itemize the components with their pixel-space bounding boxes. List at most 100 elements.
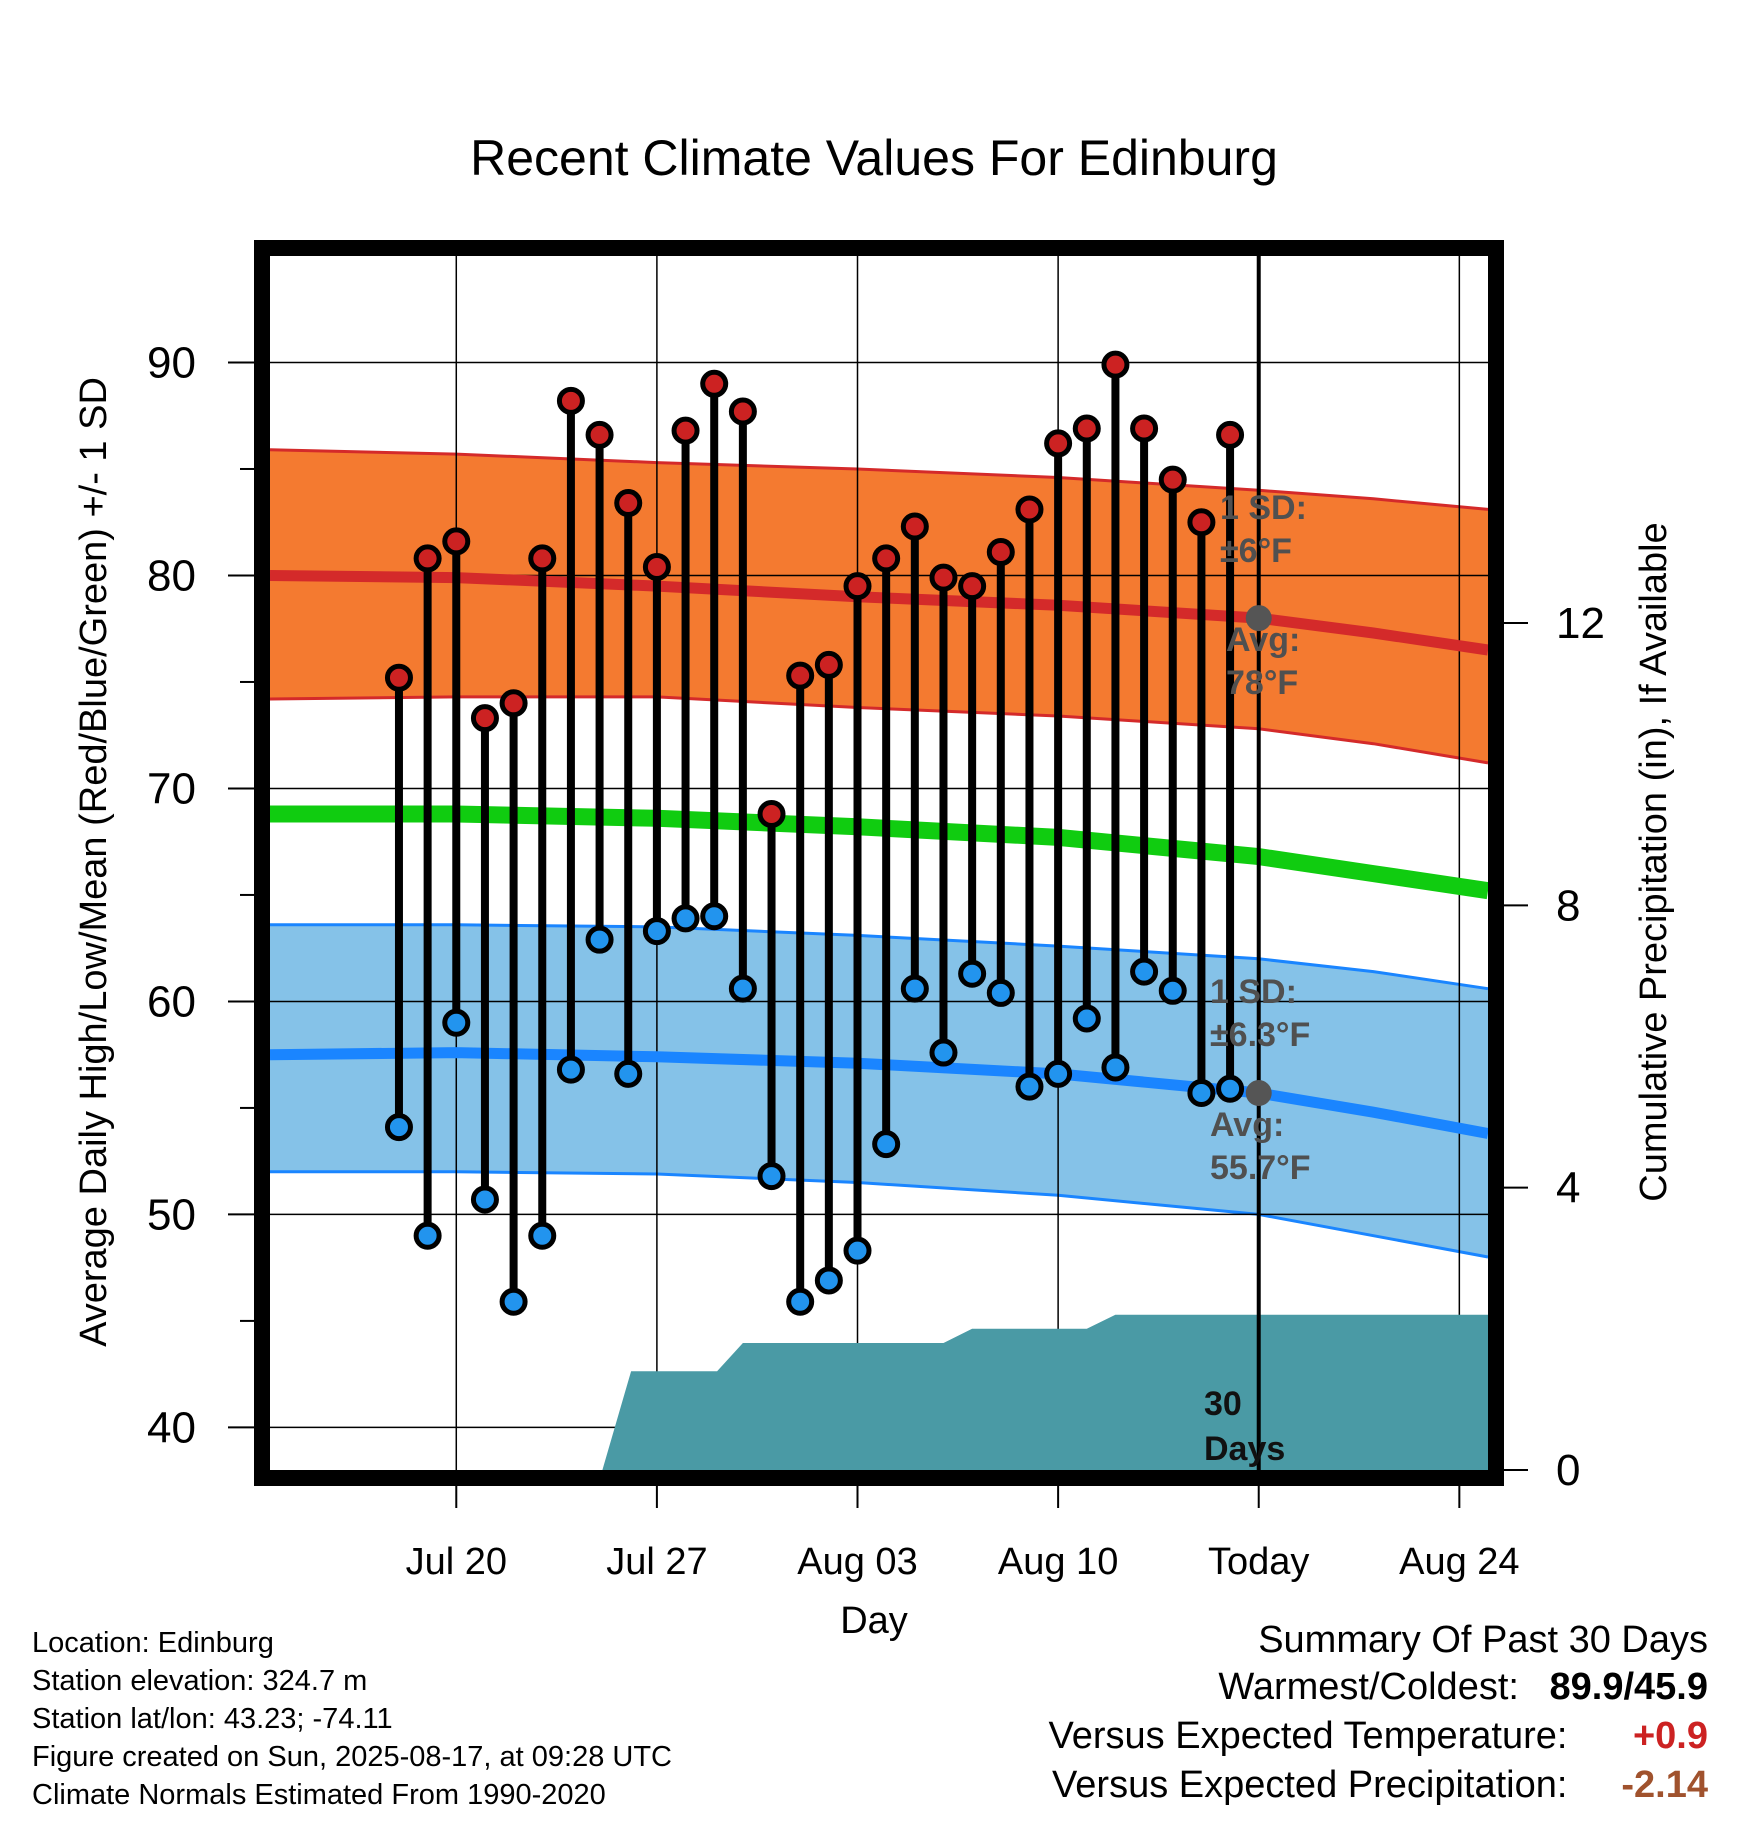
high-point-day--20 — [671, 416, 700, 445]
precip-area — [270, 1314, 1488, 1470]
station-info: Location: Edinburg Station elevation: 32… — [32, 1624, 672, 1814]
high-point-day--1 — [1216, 420, 1245, 449]
right-tick-label-0: 0 — [1556, 1446, 1580, 1495]
summary-precip-row: Versus Expected Precipitation: -2.14 — [1049, 1764, 1708, 1807]
high-point-day--8 — [1015, 495, 1044, 524]
low-point-day--22 — [614, 1059, 643, 1088]
left-axis-ticks: 40 50 60 70 80 90 — [147, 338, 254, 1452]
x-tick-label--21: Jul 27 — [606, 1541, 707, 1583]
high-avg-annotation: Avg: — [1226, 621, 1300, 659]
low-point-day--30 — [384, 1113, 413, 1142]
high-point-day--22 — [614, 489, 643, 518]
high-sd-value-annotation: ±6°F — [1220, 532, 1292, 570]
left-tick-label-70: 70 — [147, 764, 196, 813]
high-point-day--19 — [700, 369, 729, 398]
x-tick-label-0: Today — [1208, 1541, 1309, 1583]
high-point-day--18 — [728, 397, 757, 426]
x-tick-label--7: Aug 10 — [998, 1541, 1118, 1583]
low-avg-value-annotation: 55.7°F — [1210, 1149, 1311, 1187]
temp-label: Versus Expected Temperature: — [1048, 1715, 1568, 1757]
high-point-day--6 — [1072, 414, 1101, 443]
right-tick-label-12: 12 — [1556, 599, 1605, 648]
low-point-day--9 — [986, 978, 1015, 1007]
low-point-day--16 — [786, 1287, 815, 1316]
x-tick-label--28: Jul 20 — [406, 1541, 507, 1583]
x-axis-label: Day — [840, 1600, 908, 1642]
low-point-day--12 — [900, 974, 929, 1003]
latlon-text: Station lat/lon: 43.23; -74.11 — [32, 1703, 393, 1735]
low-point-day--14 — [843, 1236, 872, 1265]
high-point-day--16 — [786, 661, 815, 690]
left-tick-label-80: 80 — [147, 551, 196, 600]
x-tick-label--14: Aug 03 — [797, 1541, 917, 1583]
low-point-day--11 — [929, 1038, 958, 1067]
precip-days-label-annotation: Days — [1204, 1430, 1285, 1468]
high-point-day--9 — [986, 538, 1015, 567]
high-point-day--17 — [757, 800, 786, 829]
high-point-day--3 — [1158, 465, 1187, 494]
left-tick-label-40: 40 — [147, 1403, 196, 1452]
temp-value: +0.9 — [1632, 1715, 1708, 1757]
low-point-day--8 — [1015, 1072, 1044, 1101]
low-point-day--10 — [958, 959, 987, 988]
high-point-day--29 — [413, 544, 442, 573]
summary-title: Summary Of Past 30 Days — [1258, 1619, 1708, 1661]
left-tick-label-90: 90 — [147, 338, 196, 387]
high-sd-annotation: 1 SD: — [1220, 489, 1307, 527]
low-point-day--2 — [1187, 1079, 1216, 1108]
precip-cumulative-area — [270, 1314, 1488, 1470]
high-upper-edge — [269, 448, 1489, 511]
low-point-day--19 — [700, 902, 729, 931]
high-point-day--25 — [528, 544, 557, 573]
high-point-day--11 — [929, 563, 958, 592]
normals-text: Climate Normals Estimated From 1990-2020 — [32, 1779, 606, 1811]
high-point-day--4 — [1130, 414, 1159, 443]
low-sd-value-annotation: ±6.3°F — [1210, 1016, 1310, 1054]
low-avg-annotation: Avg: — [1210, 1106, 1284, 1144]
high-point-day--28 — [442, 527, 471, 556]
low-point-day--29 — [413, 1221, 442, 1250]
high-point-day--23 — [585, 420, 614, 449]
low-point-day--5 — [1101, 1053, 1130, 1082]
low-point-day--6 — [1072, 1004, 1101, 1033]
high-point-day--14 — [843, 572, 872, 601]
x-axis-ticks: Jul 20 Jul 27 Aug 03 Aug 10 Today Aug 24 — [406, 1486, 1520, 1583]
created-text: Figure created on Sun, 2025-08-17, at 09… — [32, 1741, 672, 1773]
plot-frame — [254, 240, 1504, 1486]
low-point-day--1 — [1216, 1074, 1245, 1103]
low-point-day--18 — [728, 974, 757, 1003]
precip-days-annotation: 30 — [1204, 1385, 1242, 1423]
low-point-day--27 — [470, 1185, 499, 1214]
low-point-day--3 — [1158, 976, 1187, 1005]
low-point-day--13 — [872, 1130, 901, 1159]
low-lower-edge — [270, 1170, 1489, 1259]
left-tick-label-60: 60 — [147, 977, 196, 1026]
low-point-day--20 — [671, 904, 700, 933]
high-avg-value-annotation: 78°F — [1226, 664, 1298, 702]
low-point-day--21 — [642, 917, 671, 946]
low-point-day--7 — [1044, 1059, 1073, 1088]
summary-panel: Summary Of Past 30 Days Warmest/Coldest:… — [1049, 1619, 1708, 1807]
plot-layers — [269, 256, 1490, 1470]
y-axis-label: Average Daily High/Low/Mean (Red/Blue/Gr… — [73, 377, 115, 1347]
chart-title: Recent Climate Values For Edinburg — [470, 130, 1278, 186]
low-point-day--25 — [528, 1221, 557, 1250]
high-point-day--2 — [1187, 508, 1216, 537]
low-sd-annotation: 1 SD: — [1210, 973, 1297, 1011]
high-point-day--12 — [900, 512, 929, 541]
left-tick-label-50: 50 — [147, 1190, 196, 1239]
high-lower-edge — [269, 695, 1489, 765]
low-avg-line — [269, 1047, 1490, 1139]
today-high-marker — [1245, 605, 1272, 632]
precip-value: -2.14 — [1621, 1764, 1708, 1806]
high-point-day--24 — [556, 386, 585, 415]
low-point-day--15 — [814, 1266, 843, 1295]
normal-lines — [269, 570, 1490, 1139]
warm-cold-label: Warmest/Coldest: — [1218, 1666, 1519, 1708]
summary-temp-row: Versus Expected Temperature: +0.9 — [1049, 1715, 1708, 1758]
warm-cold-value: 89.9/45.9 — [1549, 1666, 1708, 1708]
x-tick-label-7: Aug 24 — [1399, 1541, 1519, 1583]
high-point-day--10 — [958, 572, 987, 601]
high-point-day--15 — [814, 650, 843, 679]
